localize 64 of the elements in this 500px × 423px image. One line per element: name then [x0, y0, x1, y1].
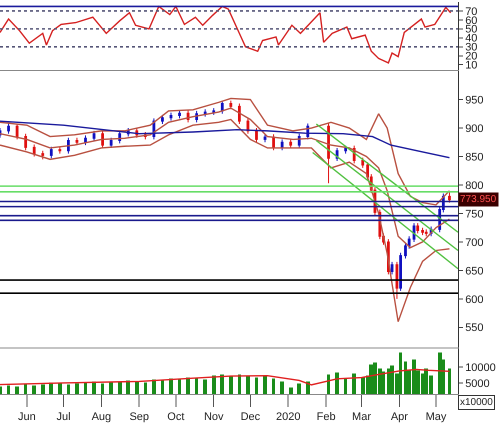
y-tick-label: 700 — [465, 236, 484, 249]
line-series — [0, 6, 452, 64]
line-series — [0, 98, 450, 206]
x-tick-label: Nov — [204, 411, 224, 423]
annotation: 773.950 — [460, 194, 497, 205]
x-tick-label: Oct — [167, 411, 184, 423]
candlestick — [212, 108, 216, 116]
candlestick — [92, 130, 96, 142]
candlestick — [76, 137, 78, 146]
x-tick-label: Dec — [240, 411, 261, 423]
x-tick-label: Aug — [92, 411, 112, 423]
x-tick-label: 2020 — [276, 411, 300, 423]
candlestick — [7, 122, 10, 134]
candlestick — [110, 137, 113, 148]
x-tick-label: May — [426, 411, 447, 423]
candlestick — [161, 114, 164, 125]
x-tick-label: Jul — [56, 411, 71, 423]
x-tick-label: Jun — [18, 411, 36, 423]
x-tick-label: Sep — [129, 411, 150, 423]
candlestick — [448, 191, 451, 204]
y-tick-label: 5000 — [465, 378, 490, 390]
text: x10000 — [460, 397, 494, 408]
candlestick — [58, 146, 62, 154]
line-series — [0, 107, 450, 248]
line-series — [0, 368, 450, 386]
y-tick-label: 550 — [465, 322, 484, 334]
candlestick — [390, 261, 394, 275]
candlestick — [178, 110, 181, 119]
candlestick — [272, 134, 275, 151]
y-tick-label: 10 — [465, 60, 478, 72]
candlestick — [327, 122, 330, 184]
y-tick-label: 600 — [465, 294, 484, 306]
candlestick — [424, 228, 428, 237]
candlestick — [264, 134, 266, 143]
candlestick — [396, 261, 398, 300]
candlestick — [280, 138, 284, 151]
candlestick — [229, 100, 232, 110]
x-tick-label: Feb — [316, 411, 336, 423]
y-tick-label: 10000 — [465, 362, 496, 374]
candlestick — [204, 108, 207, 118]
candlestick — [238, 103, 241, 125]
y-tick-label: 900 — [465, 122, 484, 135]
candlestick — [170, 112, 172, 122]
y-tick-label: 800 — [465, 180, 484, 192]
x-tick-label: Mar — [352, 411, 372, 423]
candlestick — [101, 130, 104, 148]
candlestick — [289, 138, 292, 148]
y-tick-label: 750 — [465, 208, 484, 220]
candlestick — [255, 128, 258, 143]
candlestick — [84, 134, 87, 146]
candlestick — [50, 146, 53, 159]
candlestick — [416, 222, 420, 234]
line-series — [0, 118, 450, 322]
candlestick — [399, 252, 402, 292]
candlestick — [344, 145, 348, 154]
candlestick — [16, 122, 18, 140]
y-tick-label: 850 — [465, 151, 484, 164]
line-series — [0, 120, 450, 158]
candlestick — [41, 150, 44, 160]
candlestick — [421, 227, 424, 236]
y-tick-label: 70 — [465, 6, 478, 18]
y-tick-label: 650 — [465, 265, 484, 278]
y-tick-label: 950 — [465, 94, 484, 106]
x-tick-label: Apr — [390, 411, 408, 423]
